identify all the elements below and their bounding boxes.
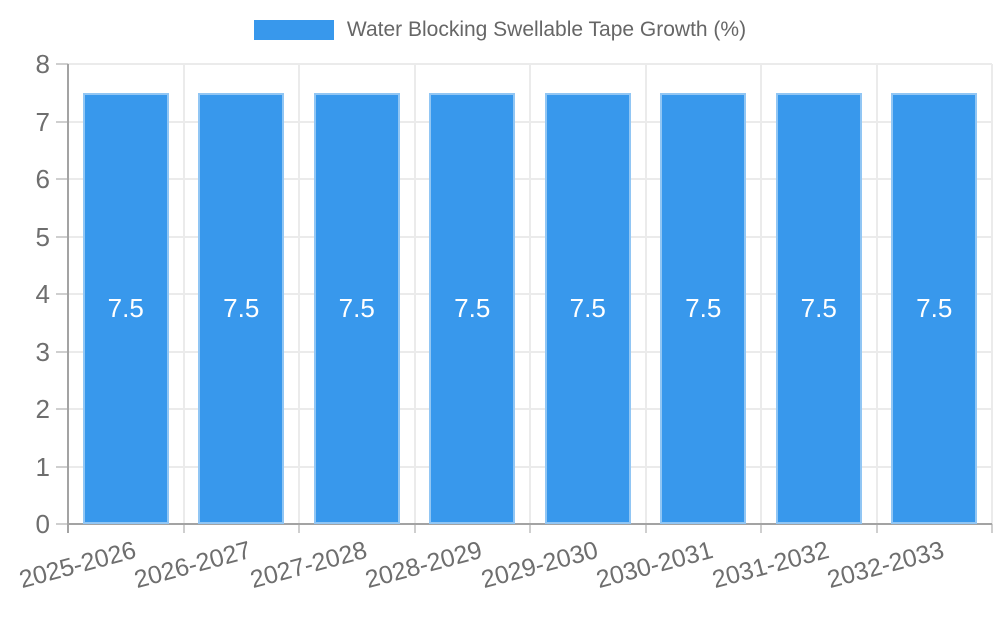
x-axis-tick bbox=[875, 524, 878, 533]
gridline-vertical bbox=[413, 64, 416, 524]
y-axis-tick-label: 0 bbox=[35, 509, 50, 539]
bar-value-label: 7.5 bbox=[223, 293, 260, 324]
y-axis-tick bbox=[56, 293, 68, 295]
y-axis-tick bbox=[56, 350, 68, 353]
x-axis-tick bbox=[644, 524, 647, 533]
bar-value-label: 7.5 bbox=[800, 293, 837, 324]
bar-2027-2028[interactable] bbox=[313, 92, 400, 524]
x-axis-tick bbox=[760, 524, 762, 533]
bar-value-label: 7.5 bbox=[107, 293, 144, 324]
x-axis-tick bbox=[529, 524, 531, 533]
y-axis-tick bbox=[56, 120, 68, 123]
legend-item-label[interactable]: Water Blocking Swellable Tape Growth (%) bbox=[346, 18, 747, 41]
y-axis-tick-label: 8 bbox=[35, 49, 50, 79]
gridline-vertical bbox=[875, 64, 878, 524]
bar-value-label: 7.5 bbox=[454, 293, 491, 324]
y-axis-tick bbox=[56, 178, 68, 180]
gridline-vertical bbox=[298, 64, 300, 524]
y-axis-tick bbox=[56, 465, 68, 468]
y-axis-tick-label: 1 bbox=[35, 451, 50, 482]
bar-2031-2032[interactable] bbox=[775, 92, 862, 524]
gridline-vertical bbox=[760, 64, 762, 524]
gridline-vertical bbox=[182, 64, 185, 524]
y-axis-tick-label: 5 bbox=[35, 221, 50, 252]
bar-value-label: 7.5 bbox=[338, 293, 375, 324]
x-axis-tick bbox=[413, 524, 416, 533]
legend-swatch[interactable] bbox=[253, 20, 334, 40]
x-axis-tick bbox=[298, 524, 300, 533]
y-axis-tick-label: 6 bbox=[35, 164, 50, 194]
bar-2032-2033[interactable] bbox=[891, 92, 978, 524]
y-axis-tick bbox=[56, 523, 68, 525]
bar-2029-2030[interactable] bbox=[544, 92, 631, 524]
y-axis-line bbox=[67, 64, 69, 533]
y-axis-tick-label: 3 bbox=[35, 336, 50, 367]
bar-value-label: 7.5 bbox=[569, 293, 606, 324]
y-axis-tick bbox=[56, 235, 68, 238]
gridline-vertical bbox=[529, 64, 531, 524]
gridline-vertical bbox=[644, 64, 647, 524]
y-axis-tick-label: 2 bbox=[35, 394, 50, 424]
bar-2030-2031[interactable] bbox=[660, 92, 747, 524]
bar-chart-plot-area: 0 1 2 3 4 5 6 7 8 7.5 2025-2026 7.5 2026-2027 7.5 2027… bbox=[16, 49, 993, 594]
y-axis-tick bbox=[56, 408, 68, 410]
bar-value-label: 7.5 bbox=[916, 293, 953, 324]
bar-2025-2026[interactable] bbox=[82, 92, 169, 524]
gridline-vertical bbox=[991, 64, 993, 524]
bar-2026-2027[interactable] bbox=[198, 92, 285, 524]
x-axis-tick bbox=[182, 524, 185, 533]
bar-value-label: 7.5 bbox=[685, 293, 722, 324]
x-axis-tick bbox=[991, 524, 993, 533]
chart-legend: Water Blocking Swellable Tape Growth (%) bbox=[0, 16, 1000, 44]
y-axis-tick-label: 7 bbox=[35, 106, 50, 137]
bar-2028-2029[interactable] bbox=[429, 92, 516, 524]
y-axis-tick bbox=[56, 63, 68, 65]
y-axis-tick-label: 4 bbox=[35, 279, 50, 309]
x-axis-line bbox=[67, 523, 992, 525]
